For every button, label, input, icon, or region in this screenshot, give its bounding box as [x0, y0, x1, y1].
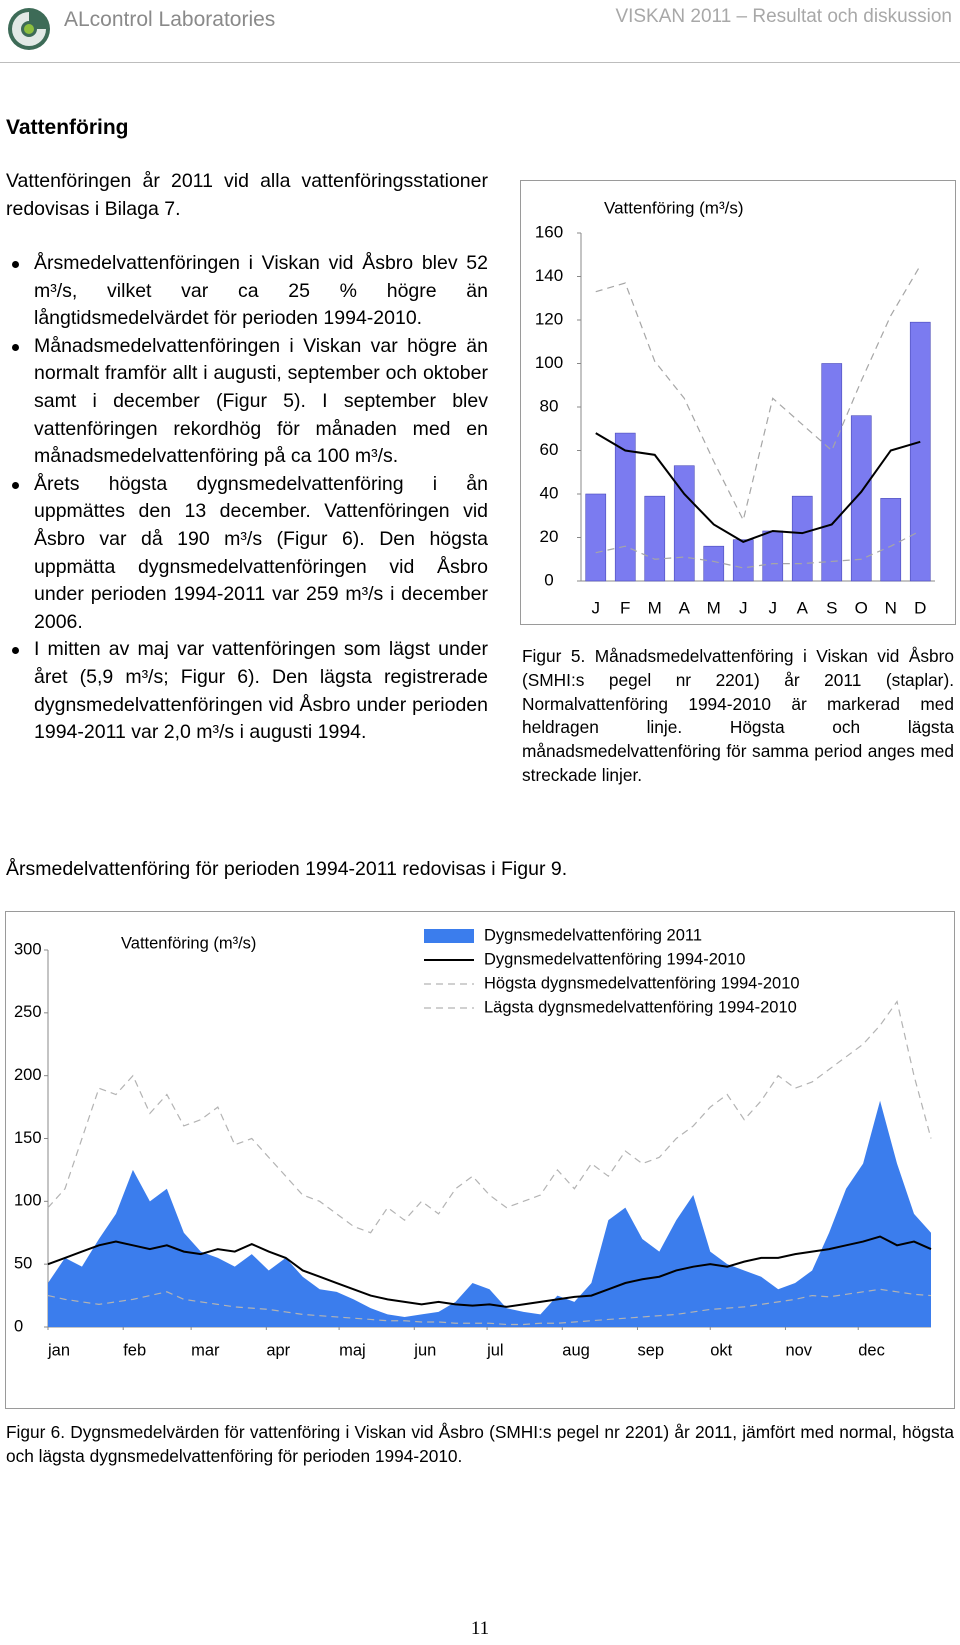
- bar: [850, 415, 872, 582]
- x-tick-label: S: [826, 598, 837, 617]
- x-tick-label: A: [679, 598, 691, 617]
- x-tick-label: M: [707, 598, 721, 617]
- chart: Vattenföring (m³/s) 0 50 100 150 200 250 300 jan…: [14, 926, 932, 1359]
- line: [47, 1000, 932, 1234]
- line: [47, 1235, 932, 1308]
- legend-swatch: [424, 929, 474, 943]
- logo: [8, 8, 50, 50]
- x-tick-label: jul: [486, 1341, 504, 1359]
- legend-label: Lägsta dygnsmedelvattenföring 1994-2010: [484, 998, 797, 1016]
- bar: [791, 495, 813, 582]
- legend-label: Dygnsmedelvattenföring 1994-2010: [484, 950, 745, 968]
- line: [595, 432, 921, 543]
- line: [595, 265, 921, 522]
- bar: [732, 539, 754, 582]
- x-tick-label: J: [592, 598, 601, 617]
- y-tick-label: 120: [535, 309, 563, 328]
- y-tick-label: 300: [14, 940, 42, 958]
- y-tick-label: 250: [14, 1003, 42, 1021]
- x-tick-label: A: [797, 598, 809, 617]
- y-tick-label: 0: [14, 1317, 23, 1335]
- header-org: ALcontrol Laboratories: [64, 8, 276, 31]
- y-tick-label: 100: [535, 353, 563, 372]
- x-tick-label: O: [855, 598, 868, 617]
- bar: [909, 321, 931, 582]
- x-tick-label: feb: [123, 1341, 146, 1359]
- y-tick-label: 150: [14, 1129, 42, 1147]
- area: [48, 1100, 931, 1327]
- y-tick-label: 140: [535, 266, 563, 285]
- x-tick-label: apr: [266, 1341, 290, 1359]
- y-tick-label: 160: [535, 222, 563, 241]
- bar: [614, 432, 636, 582]
- x-tick-label: mar: [191, 1341, 220, 1359]
- x-tick-label: F: [620, 598, 630, 617]
- x-tick-label: D: [914, 598, 926, 617]
- bullet: Månadsmedelvattenföringen i Viskan var h…: [12, 333, 488, 471]
- page-number: 11: [470, 1618, 490, 1639]
- bar: [821, 363, 843, 582]
- chart-title: Vattenföring (m³/s): [604, 198, 744, 217]
- y-tick-label: 200: [14, 1066, 42, 1084]
- x-tick-label: M: [648, 598, 662, 617]
- x-tick-label: jun: [413, 1341, 436, 1359]
- legend-label: Dygnsmedelvattenföring 2011: [484, 926, 702, 944]
- bar: [762, 530, 784, 582]
- bullet: I mitten av maj var vattenföringen som l…: [12, 636, 488, 746]
- y-tick-label: 100: [14, 1192, 42, 1210]
- x-tick-label: jan: [47, 1341, 70, 1359]
- x-tick-label: okt: [710, 1341, 732, 1359]
- x-tick-label: N: [885, 598, 897, 617]
- x-tick-label: nov: [785, 1341, 812, 1359]
- figure-6: Vattenföring (m³/s) 0 50 100 150 200 250 300 jan…: [5, 911, 955, 1409]
- bullet-list: Årsmedelvattenföringen i Viskan vid Åsbr…: [6, 250, 488, 747]
- section-heading: Vattenföring: [6, 116, 129, 139]
- y-tick-label: 40: [540, 483, 559, 502]
- y-tick-label: 80: [540, 396, 559, 415]
- x-tick-label: sep: [637, 1341, 664, 1359]
- x-tick-label: aug: [562, 1341, 590, 1359]
- x-tick-label: maj: [339, 1341, 366, 1359]
- chart: Vattenföring (m³/s) 0 20 40 60 80 100 120 140 160…: [535, 198, 935, 617]
- figure-caption: Figur 5. Månadsmedelvattenföring i Viska…: [522, 646, 954, 785]
- bar: [585, 493, 607, 582]
- y-tick-label: 50: [14, 1255, 32, 1273]
- paragraph: Årsmedelvattenföring för perioden 1994-2…: [6, 858, 568, 880]
- line: [47, 1288, 932, 1326]
- figure-5: Vattenföring (m³/s) 0 20 40 60 80 100 120 140 160…: [520, 180, 956, 625]
- intro-text: Vattenföringen år 2011 vid alla vattenfö…: [6, 170, 488, 220]
- y-tick-label: 20: [540, 527, 559, 546]
- bar: [880, 498, 902, 582]
- bullet: Årets högsta dygnsmedelvattenföring i ån…: [12, 471, 488, 637]
- legend-label: Högsta dygnsmedelvattenföring 1994-2010: [484, 974, 800, 992]
- figure-caption: Figur 6. Dygnsmedelvärden för vattenföri…: [6, 1422, 954, 1466]
- bar: [644, 495, 666, 582]
- bullet: Årsmedelvattenföringen i Viskan vid Åsbr…: [12, 250, 488, 333]
- y-tick-label: 0: [544, 570, 553, 589]
- x-tick-label: J: [739, 598, 748, 617]
- header-rule: [0, 62, 960, 63]
- x-tick-label: dec: [858, 1341, 885, 1359]
- chart-title: Vattenföring (m³/s): [121, 934, 256, 952]
- x-tick-label: J: [769, 598, 778, 617]
- header-title: VISKAN 2011 – Resultat och diskussion: [615, 6, 952, 27]
- bar: [703, 545, 725, 582]
- y-tick-label: 60: [540, 440, 559, 459]
- bar: [673, 465, 695, 582]
